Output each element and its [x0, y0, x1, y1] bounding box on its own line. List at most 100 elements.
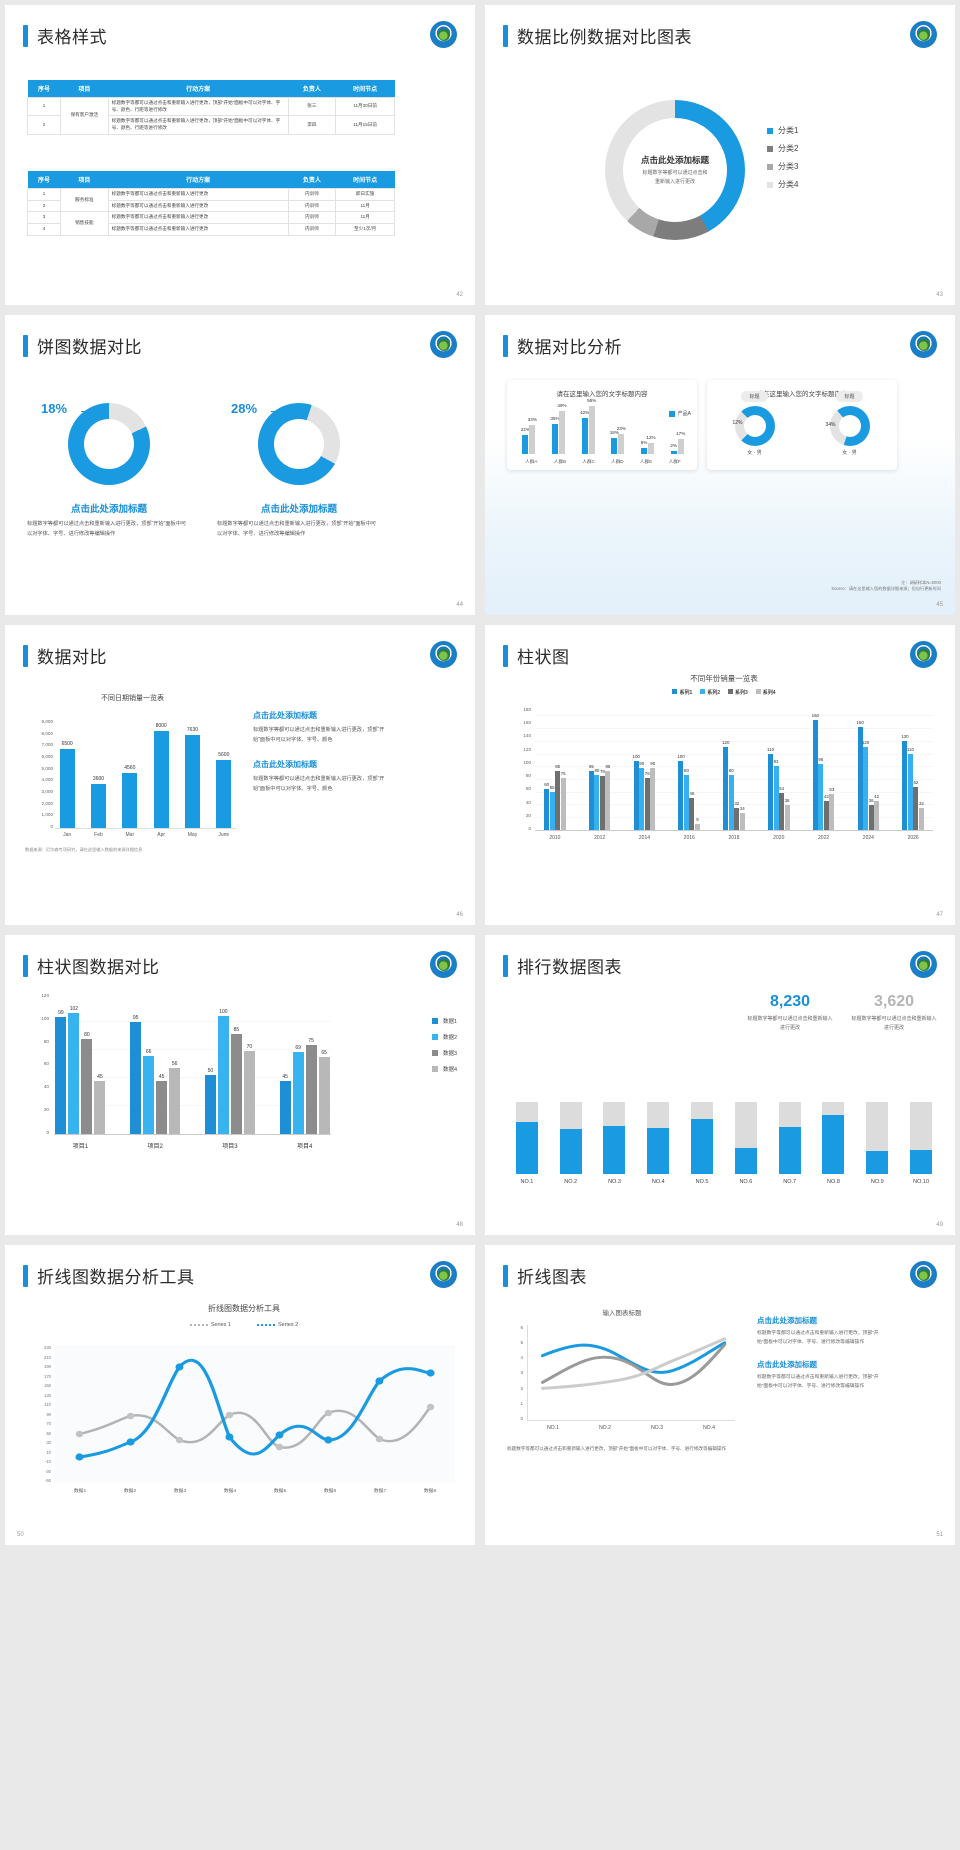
slide-42[interactable]: 表格样式 序号 项目 行动方案 负责人 时间节点 1 保有客户激活 标题数字等都…: [0, 0, 480, 310]
bar: 32: [734, 801, 740, 830]
legend-label: 分类2: [778, 144, 799, 153]
y-tick: 80: [43, 1038, 49, 1044]
x-tick: 数据6: [323, 1489, 337, 1494]
comparison-card-donuts: 请在这里输入您的文字标题内容 标题 12% 女 · 男 标题 34%: [707, 380, 897, 470]
series-1-line: [78, 1405, 432, 1449]
th-action: 行动方案: [108, 80, 289, 98]
x-axis: NO.1 NO.2 NO.3 NO.4: [527, 1425, 735, 1431]
bar-group: 130 110 62 32: [893, 707, 933, 830]
bar-value: 9: [696, 817, 699, 822]
legend-item[interactable]: 系列3: [728, 689, 748, 696]
legend-item[interactable]: 数据1: [431, 1017, 457, 1025]
bar: 99: [55, 1010, 67, 1134]
bar-column: 5600: [212, 719, 236, 828]
legend-label: 数据4: [442, 1067, 457, 1073]
legend-label: 产品A: [677, 411, 691, 417]
slide-49[interactable]: 排行数据图表 8,230 标题数字等都可以通过点击和重新输入进行更改 3,620…: [480, 930, 960, 1240]
rank-fill: [734, 1148, 757, 1174]
bar-value: 3600: [92, 776, 105, 782]
y-tick: 1,000: [41, 812, 54, 818]
legend-item[interactable]: Series 1: [189, 1322, 231, 1328]
slide-50[interactable]: 折线图数据分析工具 折线图数据分析工具 Series 1 Series 2 23…: [0, 1240, 480, 1550]
bar-group: 45 69 75 65: [278, 993, 331, 1134]
legend-item[interactable]: 数据3: [431, 1049, 457, 1057]
cell-owner: 内训师: [287, 199, 337, 213]
bar: 56: [169, 1061, 181, 1134]
slide-43[interactable]: 数据比例数据对比图表 点击此处添加标题 标题数字等都可以通过点击和 重新输入进行…: [480, 0, 960, 310]
pie-group-2: 28% 点击此处添加标题 标题数字等都可以通过点击和重新输入进行更改，顶部“开始…: [209, 395, 389, 539]
slide-44[interactable]: 饼图数据对比 18% 点击此处添加标题 标题数字等都可以通过点击和重新输入进行更…: [0, 310, 480, 620]
bar-value: 96: [818, 757, 824, 762]
block-heading: 点击此处添加标题: [757, 1360, 817, 1370]
legend-item[interactable]: 系列2: [700, 689, 720, 696]
rank-label: NO.7: [783, 1179, 797, 1185]
title-accent-bar: [503, 24, 508, 47]
bar: 85: [230, 1027, 242, 1134]
chart-title: 不同年份销量一览表: [690, 674, 758, 683]
legend-label: 分类1: [778, 126, 799, 135]
donut-chart: [605, 100, 745, 240]
y-tick: -10: [44, 1459, 51, 1464]
plot-area: 6500 3600 4560 8000 7630 5600: [55, 719, 236, 829]
legend-item[interactable]: 分类1: [767, 125, 798, 136]
page-title: 折线图表: [517, 1268, 587, 1287]
bar-value: 42: [823, 794, 829, 799]
y-tick: 20: [43, 1107, 49, 1113]
legend-item[interactable]: Series 2: [257, 1322, 298, 1328]
text-blocks: 点击此处添加标题 标题数字等都可以通过点击和重新输入进行更改，顶部“开始”面板中…: [253, 710, 393, 809]
action-plan-table-2: 序号 项目 行动方案 负责人 时间节点 1 服务标准 标题数字等都可以通过点击和…: [26, 171, 395, 236]
slide-45[interactable]: 数据对比分析 请在这里输入您的文字标题内容 产品A 22% 33% 35% 49% …: [480, 310, 960, 620]
legend-item[interactable]: 分类3: [767, 161, 798, 172]
x-tick: NO.3: [650, 1425, 664, 1431]
brand-logo-icon: [910, 641, 937, 668]
note-line-2: Source：请在这里输入您的数据详细来源；但自行更新时间: [831, 586, 941, 592]
bar-value: 56: [171, 1061, 178, 1067]
legend-item[interactable]: 分类4: [767, 179, 798, 190]
legend-item[interactable]: 数据2: [431, 1033, 457, 1041]
pie-percent-label: 28%: [231, 401, 258, 416]
bar: 23%: [617, 426, 626, 454]
bar-value: 80: [594, 768, 600, 773]
slide-47[interactable]: 柱状图 不同年份销量一览表 系列1 系列2 系列3 系列4 180 160 14…: [480, 620, 960, 930]
series-1-line: [540, 1341, 727, 1374]
bar: 54: [779, 786, 785, 830]
bar-group: 160 96 42 53: [804, 707, 844, 830]
cell-time: 即日实施: [335, 188, 395, 201]
slide-51[interactable]: 折线图表 输入图表标题 6 5 4 3 2 1 0 NO: [480, 1240, 960, 1550]
legend-item[interactable]: 系列1: [672, 689, 692, 696]
donut-center-label: 点击此处添加标题 标题数字等都可以通过点击和 重新输入进行更改: [625, 154, 725, 186]
y-tick: 110: [44, 1402, 51, 1407]
bar: 80: [81, 1032, 93, 1134]
bar-value: 100: [677, 754, 685, 759]
x-tick: 数据1: [73, 1489, 87, 1494]
y-tick: 1: [520, 1400, 523, 1406]
bar-value: 54: [779, 786, 784, 791]
title-accent-bar: [503, 644, 508, 667]
bar-value: 66: [145, 1049, 152, 1055]
rank-track: [866, 1102, 889, 1174]
legend-label: 分类3: [778, 162, 799, 171]
legend-label: 系列4: [762, 690, 776, 696]
y-tick: 20: [525, 812, 531, 818]
slide-48[interactable]: 柱状图数据对比 120 100 80 60 40 20 0 99 102 80 45 …: [0, 930, 480, 1240]
table-header-row: 序号 项目 行动方案 负责人 时间节点: [27, 80, 395, 98]
slide-deck: 表格样式 序号 项目 行动方案 负责人 时间节点 1 保有客户激活 标题数字等都…: [0, 0, 960, 1550]
x-tick: Feb: [94, 832, 103, 838]
chart-title: 输入图表标题: [602, 1310, 642, 1317]
y-tick: 30: [46, 1440, 51, 1445]
bar-value: 6%: [640, 440, 648, 445]
bar: 36: [784, 798, 790, 830]
rank-item: NO.8: [816, 1102, 852, 1185]
rank-track: [559, 1102, 582, 1174]
slide-46[interactable]: 数据对比 不同日期销量一览表 9,000 8,000 7,000 6,000 5…: [0, 620, 480, 930]
bar: 130: [901, 734, 909, 830]
legend-item[interactable]: 系列4: [755, 689, 776, 696]
rank-label: NO.10: [913, 1179, 930, 1185]
legend-item[interactable]: 数据4: [431, 1065, 457, 1073]
bar: 90: [639, 761, 645, 830]
legend-item[interactable]: 分类2: [767, 143, 798, 154]
brand-logo-icon: [430, 331, 457, 358]
slide-46-header: 数据对比: [23, 643, 107, 668]
pie-group-1: 18% 点击此处添加标题 标题数字等都可以通过点击和重新输入进行更改，顶部“开始…: [19, 395, 199, 539]
bar-value: 150: [856, 720, 864, 725]
